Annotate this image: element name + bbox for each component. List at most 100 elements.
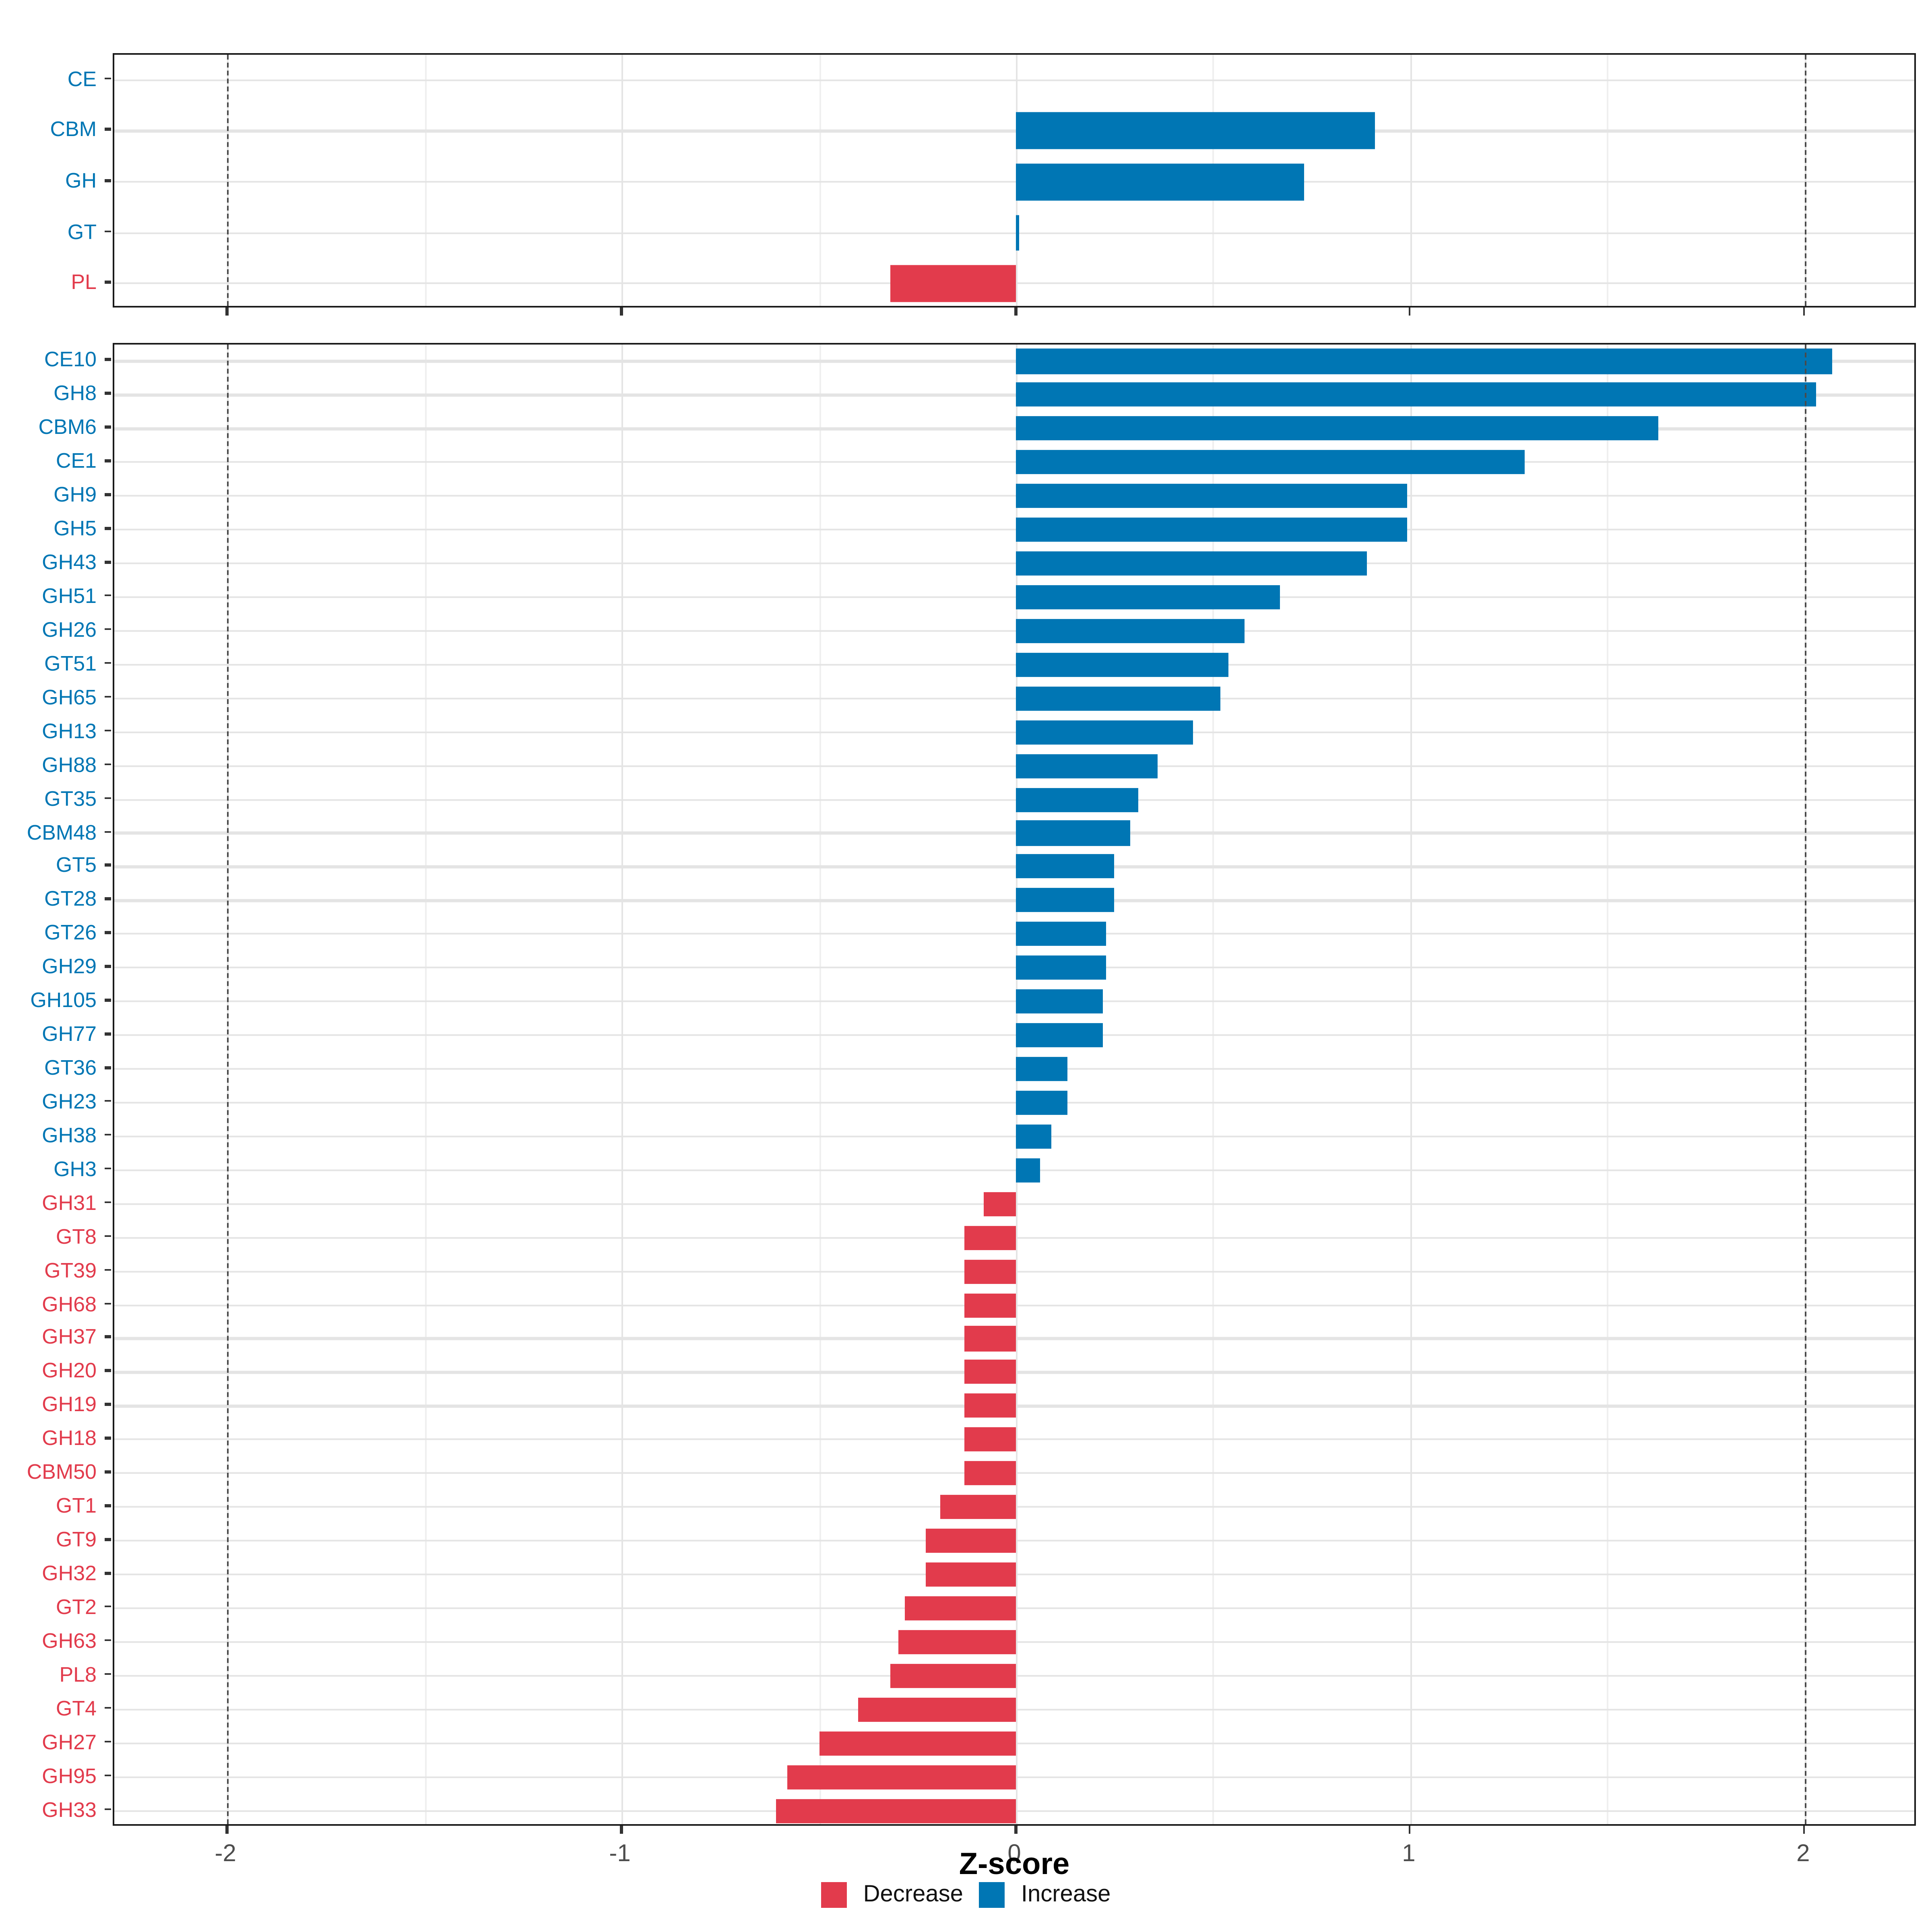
category-label-GH65: GH65	[42, 685, 97, 709]
gridline-row	[114, 1135, 1914, 1137]
category-label-GH95: GH95	[42, 1763, 97, 1788]
bar-CBM	[1016, 113, 1375, 150]
category-label-GH18: GH18	[42, 1426, 97, 1451]
category-label-GH: GH	[65, 168, 97, 192]
panel-cazyme-families	[113, 343, 1916, 1826]
chart-row-PL8	[114, 1659, 1914, 1693]
bar-GT4	[858, 1697, 1016, 1721]
category-label-GT: GT	[67, 219, 97, 244]
chart-row-GT	[114, 207, 1914, 258]
chart-row-GT5	[114, 850, 1914, 884]
chart-row-GH20	[114, 1356, 1914, 1389]
gridline-row	[114, 866, 1914, 868]
gridline-row	[114, 967, 1914, 969]
x-tick	[620, 1826, 623, 1834]
category-label-PL8: PL8	[59, 1662, 97, 1686]
bar-CBM6	[1016, 417, 1659, 441]
bar-GT35	[1016, 787, 1138, 812]
bar-CE1	[1016, 450, 1525, 475]
bar-GH63	[898, 1630, 1016, 1654]
gridline-row	[114, 495, 1914, 497]
category-label-GH27: GH27	[42, 1729, 97, 1754]
chart-row-GT9	[114, 1524, 1914, 1558]
chart-row-CBM6	[114, 412, 1914, 446]
category-label-GT2: GT2	[56, 1594, 97, 1619]
bar-GH43	[1016, 551, 1367, 576]
y-tick	[105, 1437, 111, 1440]
bar-GH23	[1016, 1090, 1067, 1115]
category-label-GH68: GH68	[42, 1291, 97, 1316]
legend: Decrease Increase	[0, 1882, 1932, 1908]
gridline-row	[114, 1068, 1914, 1070]
bar-GH29	[1016, 956, 1107, 980]
category-label-GH26: GH26	[42, 617, 97, 642]
gridline-row	[114, 900, 1914, 902]
y-tick	[105, 662, 111, 665]
chart-row-GH63	[114, 1625, 1914, 1659]
y-tick	[105, 1538, 111, 1541]
y-tick	[105, 696, 111, 698]
category-label-GH5: GH5	[54, 516, 97, 541]
bar-GT1	[941, 1495, 1016, 1519]
y-tick	[105, 1639, 111, 1642]
category-label-GH20: GH20	[42, 1358, 97, 1383]
y-tick	[105, 864, 111, 867]
category-label-GH23: GH23	[42, 1089, 97, 1113]
gridline-row	[114, 130, 1914, 132]
chart-row-GH23	[114, 1086, 1914, 1120]
gridline-major	[1410, 345, 1412, 1824]
category-label-CBM48: CBM48	[27, 819, 97, 844]
y-tick	[105, 281, 111, 283]
gridline-minor	[819, 55, 820, 306]
y-tick	[105, 594, 111, 597]
x-tick	[225, 1826, 228, 1834]
bar-GH33	[775, 1798, 1016, 1823]
y-tick	[105, 1740, 111, 1743]
bar-GH88	[1016, 753, 1158, 778]
chart-row-GH26	[114, 614, 1914, 648]
y-tick	[105, 1032, 111, 1035]
chart-row-PL	[114, 258, 1914, 309]
y-tick	[105, 729, 111, 732]
bar-GH65	[1016, 686, 1221, 711]
bar-GH95	[787, 1765, 1016, 1789]
gridline-row	[114, 1001, 1914, 1003]
y-tick	[105, 77, 111, 80]
bar-GH77	[1016, 1023, 1103, 1048]
y-tick	[105, 561, 111, 564]
chart-row-CE	[114, 55, 1914, 105]
category-label-GH13: GH13	[42, 718, 97, 743]
chart-row-GH13	[114, 715, 1914, 749]
y-tick	[105, 128, 111, 131]
category-label-CBM: CBM	[50, 117, 97, 142]
category-label-GH105: GH105	[30, 988, 97, 1012]
category-label-GT5: GT5	[56, 853, 97, 877]
gridline-minor	[819, 345, 820, 1824]
y-tick	[105, 1268, 111, 1271]
y-tick	[105, 230, 111, 233]
category-label-PL: PL	[71, 270, 97, 294]
chart-row-GT4	[114, 1693, 1914, 1726]
chart-row-GH32	[114, 1558, 1914, 1591]
category-label-CE: CE	[67, 66, 97, 91]
x-tick	[1803, 308, 1806, 316]
bar-GH20	[964, 1360, 1016, 1385]
gridline-row	[114, 529, 1914, 531]
bar-GT28	[1016, 888, 1115, 913]
chart-row-GH105	[114, 985, 1914, 1019]
chart-row-GT26	[114, 917, 1914, 951]
bar-CBM48	[1016, 821, 1131, 846]
x-tick-label-2: 2	[1796, 1840, 1810, 1868]
x-tick-label-1: 1	[1402, 1840, 1416, 1868]
category-label-GH33: GH33	[42, 1797, 97, 1821]
bar-GH38	[1016, 1124, 1052, 1149]
y-tick	[105, 1100, 111, 1102]
chart-row-GH43	[114, 547, 1914, 580]
y-tick	[105, 1234, 111, 1237]
x-tick	[1803, 1826, 1806, 1834]
gridline-major	[1410, 55, 1412, 306]
y-tick	[105, 931, 111, 934]
bar-GH18	[964, 1427, 1016, 1452]
y-tick	[105, 1774, 111, 1777]
bar-GT2	[905, 1596, 1016, 1620]
